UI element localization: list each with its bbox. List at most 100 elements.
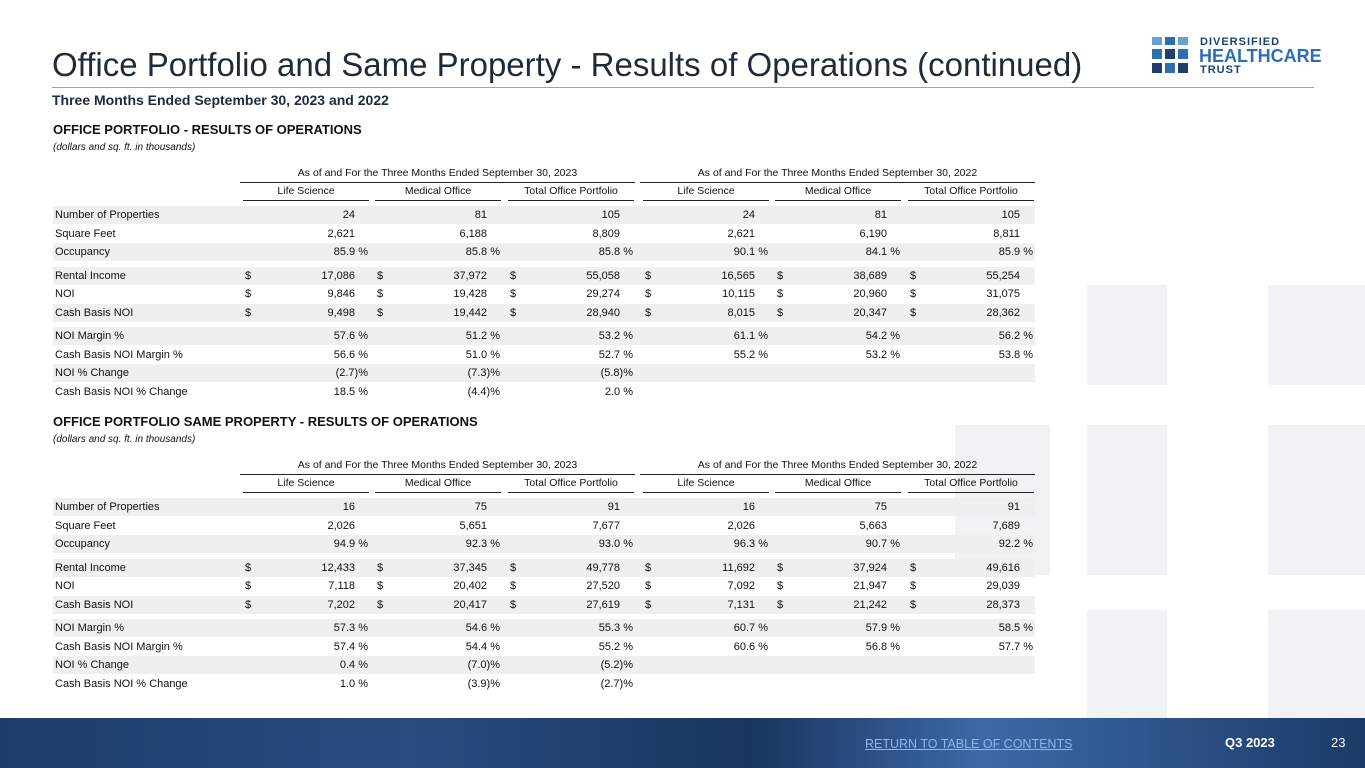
cell: 7,202 xyxy=(327,598,355,611)
cell: 28,373 xyxy=(986,598,1020,611)
cell: 6,190 xyxy=(859,227,887,240)
row-label: Number of Properties xyxy=(55,209,160,221)
cell: 20,402 xyxy=(453,580,487,592)
cell: 90.1 % xyxy=(733,246,768,258)
cell: 37,924 xyxy=(853,561,887,574)
logo-text: DIVERSIFIED xyxy=(1200,36,1281,48)
subtitle: Three Months Ended September 30, 2023 an… xyxy=(52,92,389,108)
currency: $ xyxy=(777,288,784,300)
decoration xyxy=(1087,610,1167,718)
cell: 60.6 % xyxy=(733,640,768,653)
section-title: OFFICE PORTFOLIO - RESULTS OF OPERATIONS xyxy=(53,122,362,137)
cell: 58.5 % xyxy=(998,622,1033,634)
cell: 81 xyxy=(874,209,887,221)
currency: $ xyxy=(777,561,784,574)
decoration xyxy=(1268,610,1365,718)
currency: $ xyxy=(377,306,384,319)
cell: 85.8 % xyxy=(465,246,500,258)
cell: 51.0 % xyxy=(465,348,500,361)
cell: 7,131 xyxy=(727,598,755,611)
cell: 60.7 % xyxy=(733,622,768,634)
currency: $ xyxy=(245,580,252,592)
cell: 91 xyxy=(607,501,620,513)
row-shade xyxy=(53,364,1035,382)
cell: 12,433 xyxy=(321,561,355,574)
cell: 55.3 % xyxy=(598,622,633,634)
cell: 52.7 % xyxy=(598,348,633,361)
row-label: Cash Basis NOI % Change xyxy=(55,677,188,690)
currency: $ xyxy=(645,288,652,300)
cell: 37,972 xyxy=(453,269,487,282)
toc-link[interactable]: RETURN TO TABLE OF CONTENTS xyxy=(865,737,1073,751)
currency: $ xyxy=(910,306,917,319)
cell: 0.4 % xyxy=(339,659,368,671)
cell: 93.0 % xyxy=(598,538,633,550)
row-shade xyxy=(53,327,1035,345)
row-label: NOI xyxy=(55,288,75,300)
cell: 92.2 % xyxy=(998,538,1033,550)
cell: 57.7 % xyxy=(998,640,1033,653)
cell: 29,039 xyxy=(986,580,1020,592)
currency: $ xyxy=(377,598,384,611)
currency: $ xyxy=(245,561,252,574)
currency: $ xyxy=(245,306,252,319)
rule xyxy=(52,87,1314,88)
column-header: Life Science xyxy=(643,477,769,493)
row-shade xyxy=(53,535,1035,553)
currency: $ xyxy=(645,269,652,282)
column-header: Medical Office xyxy=(775,185,901,201)
row-label: Occupancy xyxy=(55,538,111,550)
cell: 56.6 % xyxy=(333,348,368,361)
cell: 20,417 xyxy=(453,598,487,611)
column-header: Total Office Portfolio xyxy=(508,477,634,493)
cell: 94.9 % xyxy=(333,538,368,550)
cell: 55,254 xyxy=(986,269,1020,282)
row-label: Rental Income xyxy=(55,561,126,574)
cell: 84.1 % xyxy=(865,246,900,258)
currency: $ xyxy=(245,269,252,282)
cell: 20,347 xyxy=(853,306,887,319)
cell: 1.0 % xyxy=(339,677,368,690)
cell: 9,846 xyxy=(327,288,355,300)
row-label: Cash Basis NOI xyxy=(55,306,134,319)
group-header: As of and For the Three Months Ended Sep… xyxy=(640,167,1035,183)
cell: (2.7)% xyxy=(335,367,368,379)
cell: 2,026 xyxy=(327,519,355,532)
cell: 5,651 xyxy=(459,519,487,532)
cell: 85.9 % xyxy=(998,246,1033,258)
cell: 53.8 % xyxy=(998,348,1033,361)
cell: (7.3)% xyxy=(467,367,500,379)
row-label: Occupancy xyxy=(55,246,111,258)
cell: 37,345 xyxy=(453,561,487,574)
cell: 9,498 xyxy=(327,306,355,319)
currency: $ xyxy=(777,306,784,319)
currency: $ xyxy=(777,580,784,592)
column-header: Total Office Portfolio xyxy=(908,477,1034,493)
cell: 51.2 % xyxy=(465,330,500,342)
row-shade xyxy=(53,595,1035,614)
title: Office Portfolio and Same Property - Res… xyxy=(52,46,1083,83)
row-shade xyxy=(53,498,1035,516)
row-label: NOI Margin % xyxy=(55,330,125,342)
cell: 18.5 % xyxy=(333,385,368,398)
cell: 57.6 % xyxy=(333,330,368,342)
group-header: As of and For the Three Months Ended Sep… xyxy=(640,459,1035,475)
cell: 53.2 % xyxy=(865,348,900,361)
cell: 54.4 % xyxy=(465,640,500,653)
currency: $ xyxy=(510,288,517,300)
column-header: Life Science xyxy=(643,185,769,201)
currency: $ xyxy=(910,561,917,574)
cell: 54.6 % xyxy=(465,622,500,634)
cell: 92.3 % xyxy=(465,538,500,550)
currency: $ xyxy=(245,598,252,611)
cell: 75 xyxy=(874,501,887,513)
cell: 31,075 xyxy=(986,288,1020,300)
group-header: As of and For the Three Months Ended Sep… xyxy=(240,167,635,183)
cell: 24 xyxy=(342,209,355,221)
cell: 27,619 xyxy=(586,598,620,611)
section-note: (dollars and sq. ft. in thousands) xyxy=(53,142,196,153)
cell: 7,677 xyxy=(592,519,620,532)
row-label: Cash Basis NOI Margin % xyxy=(55,640,183,653)
row-label: NOI % Change xyxy=(55,367,129,379)
period: Q3 2023 xyxy=(1225,735,1275,750)
